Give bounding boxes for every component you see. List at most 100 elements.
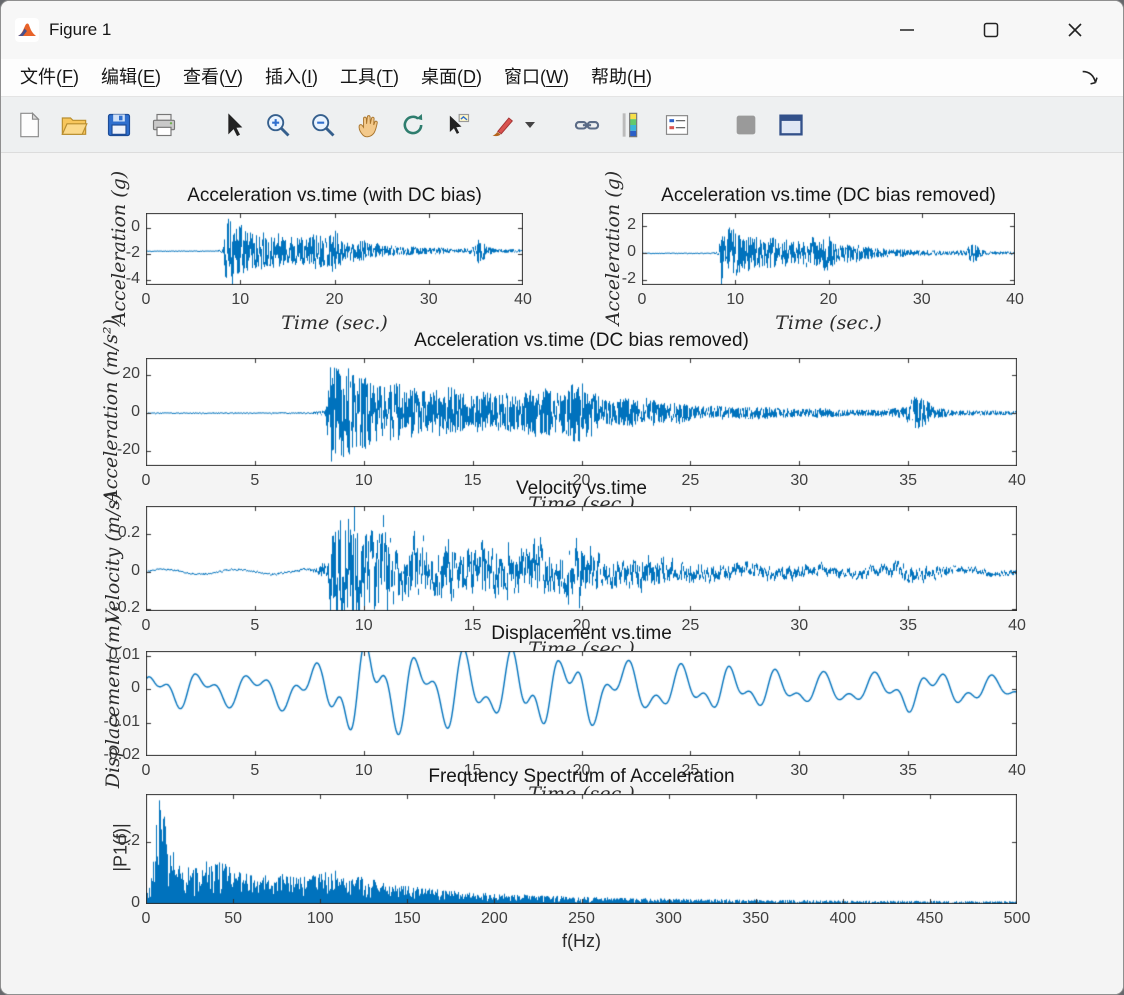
x-tick-label: 15: [463, 472, 482, 489]
link-plot-button[interactable]: [569, 107, 605, 143]
y-tick-label: 0: [131, 561, 140, 579]
brush-data-button[interactable]: [485, 107, 521, 143]
minimize-button[interactable]: [885, 8, 929, 52]
window-title: Figure 1: [49, 20, 112, 39]
menu-item-tools[interactable]: 工具(T): [340, 67, 400, 87]
x-tick-label: 0: [141, 291, 151, 308]
x-tick-label: 10: [726, 291, 745, 308]
plot-canvas-accel-dc-removed: [146, 358, 1017, 466]
zoom-out-button[interactable]: [305, 107, 341, 143]
y-tick-label: -2: [125, 244, 140, 262]
close-button[interactable]: [1053, 8, 1097, 52]
plot-title-accel-dc-removed: Acceleration vs.time (DC bias removed): [414, 330, 749, 351]
x-tick-label: 30: [790, 617, 809, 634]
x-tick-label: 15: [463, 617, 482, 634]
x-tick-label: 10: [354, 472, 373, 489]
y-axis-label: |P1(f)|: [110, 823, 131, 872]
save-figure-button[interactable]: [101, 107, 137, 143]
figure-canvas-area: 0 10 20 30 40 0 -2 -4 Time (sec.) Acceleration (g…: [1, 153, 1123, 994]
menu-item-desktop[interactable]: 桌面(D): [421, 67, 483, 87]
hide-plot-tools-button[interactable]: [728, 107, 764, 143]
menu-bar: 文件(F) 编辑(E) 查看(V) 插入(I) 工具(T) 桌面(D) 窗口(W) 帮助(H): [1, 59, 1123, 97]
matlab-icon: [15, 18, 39, 42]
insert-legend-button[interactable]: [659, 107, 695, 143]
x-axis-label: Time (sec.): [775, 312, 882, 334]
toolbar: [1, 97, 1123, 153]
x-tick-label: 25: [681, 762, 700, 779]
x-tick-label: 5: [250, 472, 260, 489]
x-tick-label: 35: [899, 472, 918, 489]
x-tick-label: 20: [819, 291, 838, 308]
menu-item-view[interactable]: 查看(V): [183, 67, 244, 87]
data-cursor-button[interactable]: [440, 107, 476, 143]
menu-item-file[interactable]: 文件(F): [20, 67, 79, 87]
show-plot-tools-dock-button[interactable]: [773, 107, 809, 143]
hide-plot-tools-icon: [736, 115, 756, 134]
x-tick-label: 0: [141, 472, 151, 489]
plot-title-accel-with-dc-bias: Acceleration vs.time (with DC bias): [187, 185, 482, 206]
plot-canvas-accel-with-dc-bias: [146, 213, 523, 285]
x-tick-label: 10: [354, 617, 373, 634]
menu-item-help[interactable]: 帮助(H): [591, 67, 653, 87]
x-tick-label: 40: [1008, 617, 1026, 634]
y-tick-label: -0.01: [103, 712, 140, 730]
x-tick-label: 40: [1008, 472, 1026, 489]
y-tick-label: 0: [627, 243, 636, 260]
plot-canvas-displacement: [146, 651, 1017, 756]
x-tick-label: 500: [1003, 910, 1031, 927]
x-tick-label: 25: [681, 617, 700, 634]
open-file-button[interactable]: [56, 107, 92, 143]
x-tick-label: 10: [354, 762, 373, 779]
maximize-button[interactable]: [969, 8, 1013, 52]
x-tick-label: 10: [231, 291, 250, 308]
data-cursor-icon: [449, 113, 470, 134]
plot-canvas-accel-dc-removed-small: [642, 213, 1015, 285]
new-figure-button[interactable]: [11, 107, 47, 143]
plot-canvas-velocity: [146, 506, 1017, 611]
pan-button[interactable]: [350, 107, 386, 143]
x-tick-label: 0: [141, 910, 151, 927]
x-tick-label: 450: [916, 910, 944, 927]
y-tick-label: 2: [627, 216, 636, 234]
plot-title-velocity: Velocity vs.time: [516, 478, 647, 499]
y-tick-label: -20: [116, 440, 140, 458]
x-tick-label: 300: [655, 910, 682, 927]
brush-data-icon: [492, 116, 513, 136]
x-tick-label: 30: [790, 762, 809, 779]
x-tick-label: 25: [681, 472, 700, 489]
y-tick-label: -2: [621, 269, 636, 287]
insert-colorbar-button[interactable]: [614, 107, 650, 143]
x-tick-label: 30: [790, 472, 809, 489]
zoom-out-icon: [312, 113, 335, 137]
x-tick-label: 250: [568, 910, 595, 927]
rotate-3d-button[interactable]: [395, 107, 431, 143]
brush-data-dropdown-button[interactable]: [524, 107, 536, 143]
menu-item-window[interactable]: 窗口(W): [504, 67, 570, 87]
x-tick-label: 40: [1008, 762, 1026, 779]
menu-item-edit[interactable]: 编辑(E): [101, 67, 162, 87]
plot-title-displacement: Displacement vs.time: [491, 623, 672, 644]
edit-plot-button[interactable]: [215, 107, 251, 143]
y-tick-label: 20: [122, 365, 140, 383]
dock-arrow-icon[interactable]: [1079, 67, 1115, 89]
menu-item-insert[interactable]: 插入(I): [265, 67, 319, 87]
zoom-in-button[interactable]: [260, 107, 296, 143]
x-tick-label: 150: [393, 910, 421, 927]
print-figure-button[interactable]: [146, 107, 182, 143]
y-tick-label: 0: [131, 402, 140, 420]
x-tick-label: 15: [463, 762, 482, 779]
save-figure-icon: [107, 113, 131, 136]
rotate-3d-icon: [403, 113, 423, 134]
plot-title-spectrum: Frequency Spectrum of Acceleration: [428, 766, 735, 787]
y-tick-label: -4: [125, 269, 140, 287]
pan-icon: [358, 114, 378, 137]
x-tick-label: 20: [325, 291, 344, 308]
x-tick-label: 40: [1006, 291, 1024, 308]
x-tick-label: 5: [250, 762, 260, 779]
x-tick-label: 35: [899, 762, 918, 779]
new-figure-icon: [20, 111, 40, 137]
y-tick-label: -0.02: [103, 746, 140, 763]
x-tick-label: 200: [481, 910, 508, 927]
x-tick-label: 0: [141, 617, 151, 634]
y-tick-label: 0.01: [108, 646, 140, 663]
